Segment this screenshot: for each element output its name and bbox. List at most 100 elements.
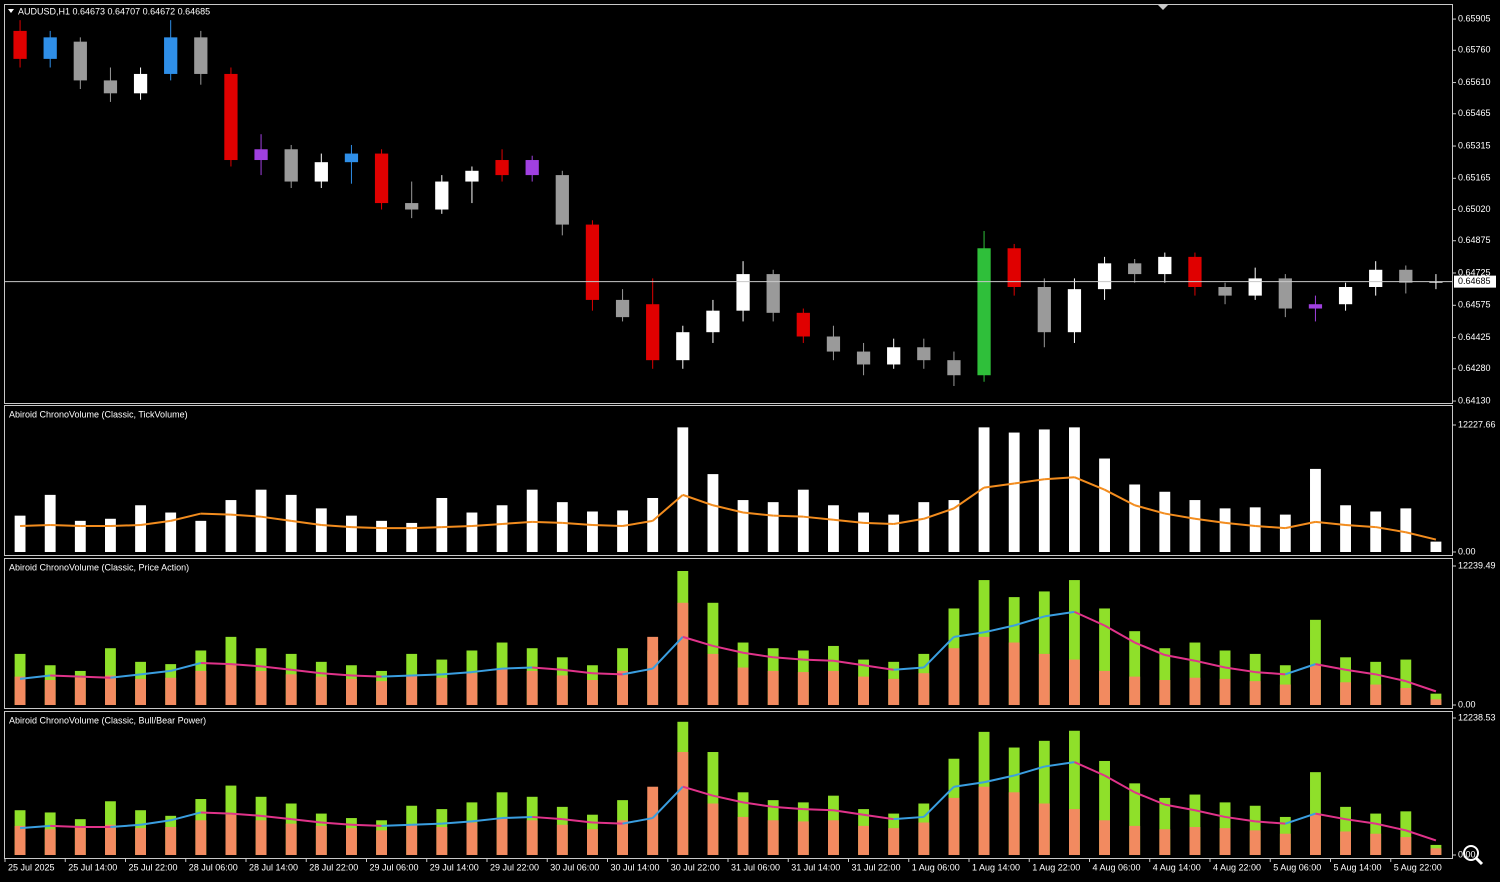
volume-bar [74, 827, 86, 855]
volume-bar [376, 520, 387, 552]
candle-body [254, 149, 268, 161]
candle-body [796, 312, 810, 337]
volume-bar [978, 427, 990, 552]
candle-body [525, 160, 539, 176]
zoom-button[interactable] [1463, 845, 1484, 866]
volume-bar [526, 670, 538, 705]
moving-average [260, 515, 292, 522]
moving-average [110, 523, 141, 528]
y-tick-label: 0.65315 [1458, 140, 1491, 150]
candle-body [224, 73, 238, 161]
volume-bar [315, 676, 327, 705]
candle-body [133, 73, 148, 94]
moving-average [833, 809, 864, 816]
volume-bar [376, 681, 387, 705]
volume-bar [1038, 803, 1050, 855]
candle-body [1278, 278, 1292, 309]
volume-bar [707, 803, 719, 855]
moving-average [592, 672, 623, 676]
volume-bar [1370, 833, 1382, 855]
volume-bar [737, 816, 749, 855]
moving-average [622, 817, 653, 825]
volume-bar [1189, 500, 1201, 552]
volume-bar [346, 678, 357, 705]
candle-body [1218, 287, 1232, 296]
y-tick-label: 0.64280 [1458, 363, 1491, 373]
volume-bar [858, 512, 869, 552]
volume-bar [1189, 827, 1201, 855]
volume-bar [617, 820, 628, 855]
moving-average [1345, 523, 1376, 529]
moving-average [321, 523, 352, 529]
volume-bar [978, 786, 990, 855]
volume-bar [828, 820, 839, 855]
volume-bar [44, 494, 56, 552]
volume-bar [1069, 427, 1080, 552]
moving-average [351, 823, 382, 827]
volume-bar [1129, 825, 1141, 855]
moving-average [1224, 815, 1256, 823]
x-tick-label: 1 Aug 22:00 [1032, 862, 1080, 872]
moving-average [110, 673, 141, 679]
moving-average [1375, 822, 1407, 832]
volume-bar [948, 500, 960, 552]
volume-bar [1159, 829, 1171, 855]
volume-panel-frame [4, 711, 1453, 859]
moving-average [1104, 488, 1136, 507]
menu-arrow[interactable] [8, 9, 14, 13]
volume-bar [1159, 680, 1171, 705]
moving-average [622, 667, 653, 676]
x-tick-label: 1 Aug 06:00 [912, 862, 960, 872]
moving-average [652, 494, 684, 522]
y-tick-label: 0.00 [1458, 546, 1476, 556]
y-tick-label: 0.00 [1458, 699, 1476, 709]
volume-bar [165, 512, 177, 552]
volume-bar [1219, 650, 1231, 705]
moving-average [260, 665, 292, 671]
moving-average [1134, 791, 1166, 806]
moving-average [712, 644, 744, 654]
zoom-lens[interactable] [1463, 845, 1479, 861]
volume-bar [1400, 811, 1412, 855]
moving-average [1375, 673, 1407, 683]
volume-bar [647, 636, 659, 705]
moving-average [19, 674, 51, 680]
volume-bar [828, 505, 839, 552]
moving-average [803, 808, 834, 812]
y-tick-label: 0.64875 [1458, 235, 1491, 245]
x-tick-label: 5 Aug 22:00 [1394, 862, 1442, 872]
candle-body [1097, 263, 1112, 290]
volume-bar [255, 820, 267, 855]
y-tick-label: 0.65905 [1458, 13, 1491, 23]
volume-bar [105, 675, 116, 705]
panel-title: Abiroid ChronoVolume (Classic, Price Act… [9, 562, 189, 572]
moving-average [471, 817, 503, 823]
volume-bar [1340, 806, 1351, 855]
moving-average [19, 824, 51, 830]
x-tick-label: 5 Aug 14:00 [1334, 862, 1382, 872]
candle-body [314, 162, 328, 182]
moving-average [140, 669, 171, 676]
volume-bar [587, 829, 598, 855]
volume-bar [1340, 505, 1351, 552]
moving-average [712, 794, 744, 804]
moving-average [441, 671, 473, 676]
volume-bar [1159, 491, 1171, 552]
moving-average [321, 821, 352, 826]
moving-average [983, 624, 1015, 634]
zoom-handle[interactable] [1474, 856, 1484, 866]
volume-bar [1340, 682, 1351, 705]
volume-bar [1249, 653, 1261, 705]
volume-bar [165, 827, 177, 855]
moving-average [291, 818, 322, 824]
moving-average [1285, 520, 1316, 530]
moving-average [1044, 610, 1075, 618]
volume-bar [1189, 677, 1201, 705]
moving-average [863, 813, 894, 821]
moving-average [682, 785, 714, 797]
volume-bar [1069, 659, 1080, 705]
moving-average [1164, 803, 1196, 812]
candle-body [766, 274, 780, 313]
moving-average [1194, 809, 1226, 818]
